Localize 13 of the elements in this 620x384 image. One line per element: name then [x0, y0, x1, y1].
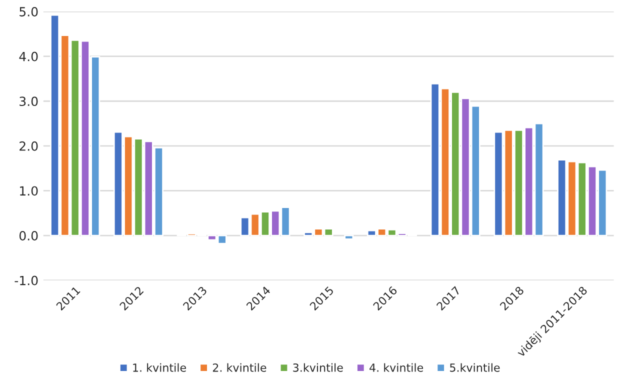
- y-tick-label: 0.0: [19, 230, 38, 240]
- legend-label: 3.kvintile: [293, 363, 343, 372]
- legend-label: 5.kvintile: [450, 363, 500, 372]
- y-tick-label: -1.0: [14, 276, 38, 286]
- y-tick-label: 3.0: [20, 96, 38, 106]
- bar: [344, 234, 354, 240]
- y-tick-label: 1.0: [20, 186, 38, 196]
- legend-label: 2. kvintile: [212, 363, 266, 372]
- y-tick-label: 5.0: [20, 6, 38, 16]
- legend-label: 1. kvintile: [133, 363, 186, 372]
- y-tick-label: 4.0: [19, 52, 38, 62]
- y-tick-label: 2.0: [20, 141, 38, 151]
- legend-label: 4. kvintile: [370, 363, 424, 372]
